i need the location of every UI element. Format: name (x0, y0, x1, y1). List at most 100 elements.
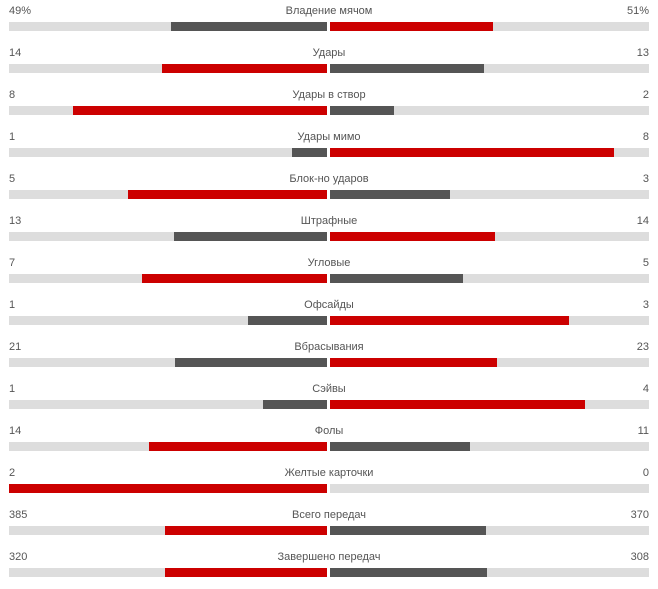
stat-away-bar (330, 358, 497, 367)
stat-away-value: 3 (642, 299, 649, 311)
stat-away-bar (330, 22, 493, 31)
stat-away-track (330, 64, 649, 73)
stat-home-bar (165, 568, 327, 577)
stat-home-bar (162, 64, 327, 73)
stat-home-value: 14 (9, 425, 22, 437)
stat-away-value: 3 (642, 173, 649, 185)
stat-away-track (330, 400, 649, 409)
stat-home-track (9, 442, 327, 451)
stat-name: Владение мячом (285, 5, 373, 17)
stat-home-track (9, 64, 327, 73)
stat-home-track (9, 22, 327, 31)
stat-away-track (330, 526, 649, 535)
stat-away-track (330, 190, 649, 199)
stat-home-track (9, 400, 327, 409)
stat-row: 49% Владение мячом 51% (9, 0, 649, 42)
stat-row: 21 Вбрасывания 23 (9, 336, 649, 378)
stat-name: Сэйвы (312, 383, 346, 395)
stat-home-value: 5 (9, 173, 16, 185)
stat-away-track (330, 232, 649, 241)
stat-home-bar (175, 358, 327, 367)
stat-home-value: 21 (9, 341, 22, 353)
stat-name: Фолы (314, 425, 344, 437)
stat-away-bar (330, 316, 570, 325)
stat-away-value: 0 (642, 467, 649, 479)
stat-away-value: 11 (637, 425, 649, 437)
stat-away-bar (330, 106, 394, 115)
stat-home-track (9, 148, 327, 157)
stat-away-bar (330, 400, 586, 409)
stat-name: Вбрасывания (294, 341, 364, 353)
stat-name: Желтые карточки (284, 467, 374, 479)
stat-name: Удары (312, 47, 346, 59)
stat-away-track (330, 316, 649, 325)
stat-away-value: 308 (630, 551, 649, 563)
stat-away-track (330, 106, 649, 115)
stat-home-value: 7 (9, 257, 16, 269)
stat-home-value: 1 (9, 131, 16, 143)
stat-home-bar (164, 526, 327, 535)
stat-away-value: 4 (642, 383, 649, 395)
stat-home-bar (148, 442, 327, 451)
stat-away-track (330, 148, 649, 157)
stat-row: 1 Офсайды 3 (9, 294, 649, 336)
stat-home-track (9, 106, 327, 115)
stat-away-track (330, 274, 649, 283)
stat-away-value: 2 (642, 89, 649, 101)
stat-row: 8 Удары в створ 2 (9, 84, 649, 126)
stat-home-track (9, 316, 327, 325)
stat-away-bar (330, 64, 484, 73)
stat-home-track (9, 568, 327, 577)
stat-away-track (330, 22, 649, 31)
stat-row: 2 Желтые карточки 0 (9, 462, 649, 504)
stat-away-bar (330, 274, 463, 283)
stat-home-track (9, 526, 327, 535)
stat-home-track (9, 190, 327, 199)
stat-home-bar (291, 148, 327, 157)
stat-name: Штрафные (300, 215, 358, 227)
stat-home-track (9, 358, 327, 367)
stat-home-value: 13 (9, 215, 22, 227)
stat-home-bar (247, 316, 327, 325)
stat-home-bar (171, 22, 327, 31)
stat-away-value: 14 (636, 215, 649, 227)
stat-away-value: 23 (636, 341, 649, 353)
stat-name: Офсайды (304, 299, 354, 311)
stat-away-bar (330, 568, 487, 577)
stat-name: Всего передач (292, 509, 366, 521)
stat-home-value: 8 (9, 89, 16, 101)
stat-row: 14 Удары 13 (9, 42, 649, 84)
stat-home-track (9, 274, 327, 283)
stat-away-bar (330, 526, 487, 535)
stat-away-track (330, 484, 649, 493)
stat-row: 13 Штрафные 14 (9, 210, 649, 252)
stat-away-track (330, 358, 649, 367)
stat-away-value: 13 (636, 47, 649, 59)
stat-home-value: 2 (9, 467, 16, 479)
stat-name: Удары в створ (292, 89, 366, 101)
stat-name: Удары мимо (297, 131, 361, 143)
stat-home-track (9, 484, 327, 493)
stat-row: 320 Завершено передач 308 (9, 546, 649, 588)
stat-row: 385 Всего передач 370 (9, 504, 649, 546)
stat-home-value: 1 (9, 383, 16, 395)
stat-home-bar (263, 400, 327, 409)
stat-name: Блок-но ударов (289, 173, 369, 185)
stat-away-value: 5 (642, 257, 649, 269)
stat-away-value: 51% (626, 5, 649, 17)
stat-away-bar (330, 442, 471, 451)
stat-home-value: 385 (9, 509, 28, 521)
stat-name: Завершено передач (277, 551, 381, 563)
stat-home-value: 14 (9, 47, 22, 59)
stat-home-bar (173, 232, 327, 241)
stat-row: 1 Сэйвы 4 (9, 378, 649, 420)
stat-name: Угловые (307, 257, 351, 269)
stat-away-value: 370 (630, 509, 649, 521)
stat-home-bar (128, 190, 327, 199)
stat-home-value: 320 (9, 551, 28, 563)
stat-row: 14 Фолы 11 (9, 420, 649, 462)
stat-away-value: 8 (642, 131, 649, 143)
match-statistics: 49% Владение мячом 51% 14 Удары 13 8 Удары в ст… (9, 0, 649, 588)
stat-home-bar (141, 274, 327, 283)
stat-away-bar (330, 148, 614, 157)
